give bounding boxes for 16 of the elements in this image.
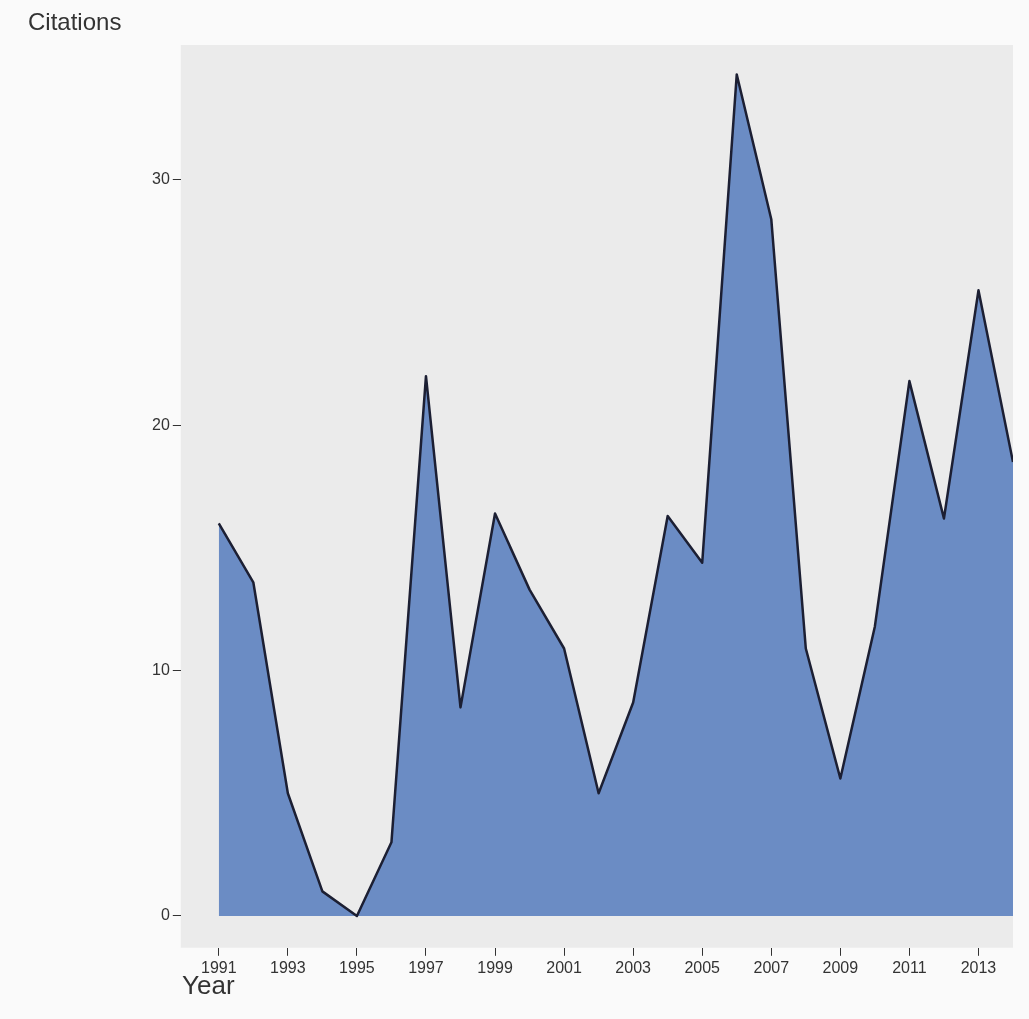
y-axis-title: Citations [28,8,122,36]
x-tick-label: 2007 [753,958,790,976]
x-tick-label: 1999 [477,958,513,976]
y-tick-label: 30 [152,170,170,188]
x-tick-label: 2005 [684,958,721,976]
y-tick-label: 20 [152,415,170,433]
x-tick-label: 1995 [339,958,375,976]
y-tick-label: 0 [160,906,170,924]
y-tick-label: 10 [152,660,170,678]
x-tick-label: 2013 [960,958,997,976]
x-tick-label: 2009 [822,958,859,976]
x-tick-label: 1993 [270,958,306,976]
x-tick-label: 2011 [892,958,927,976]
x-tick-label: 1997 [408,958,444,976]
x-tick-label: 2003 [615,958,652,976]
x-tick-label: 2001 [546,958,582,976]
